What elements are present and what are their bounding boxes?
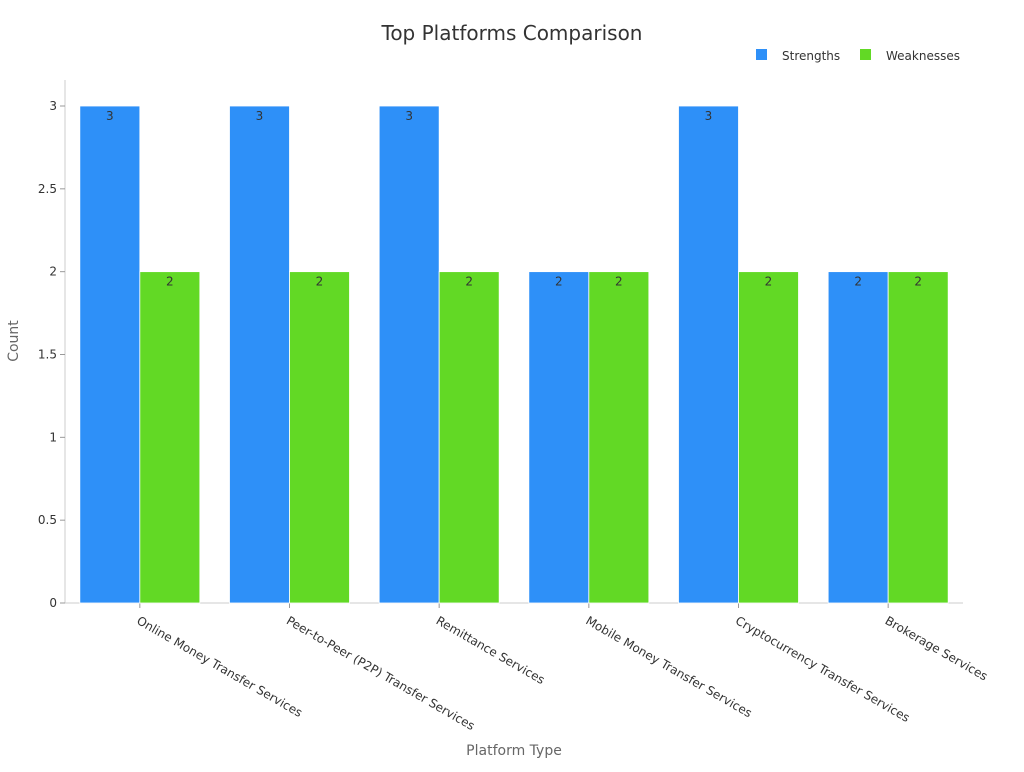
data-label: 2 <box>615 275 623 289</box>
bar-strengths <box>528 271 590 604</box>
data-label: 2 <box>316 275 324 289</box>
x-tick-label: Brokerage Services <box>883 613 990 683</box>
chart-title: Top Platforms Comparison <box>381 21 643 45</box>
bar-weaknesses <box>588 271 650 604</box>
data-label: 3 <box>705 109 713 123</box>
y-tick-label: 1 <box>49 430 57 444</box>
y-tick-label: 0 <box>49 596 57 610</box>
data-label: 3 <box>405 109 413 123</box>
bar-weaknesses <box>289 271 350 604</box>
y-tick-label: 3 <box>49 99 57 113</box>
legend-swatch <box>756 49 767 60</box>
data-label: 3 <box>256 109 264 123</box>
legend-label: Strengths <box>782 49 840 63</box>
y-tick-label: 2 <box>49 265 57 279</box>
data-label: 3 <box>106 109 114 123</box>
bar-strengths <box>827 271 889 604</box>
bar-strengths <box>229 105 290 604</box>
legend-label: Weaknesses <box>886 49 960 63</box>
x-axis-label: Platform Type <box>466 743 562 759</box>
data-label: 2 <box>465 275 473 289</box>
bar-strengths <box>678 105 739 604</box>
y-tick-label: 0.5 <box>38 513 57 527</box>
bar-weaknesses <box>139 271 201 604</box>
x-tick-label: Remittance Services <box>434 613 548 687</box>
x-tick-label: Cryptocurrency Transfer Services <box>733 613 912 725</box>
y-tick-label: 1.5 <box>38 348 57 362</box>
legend: Strengths Weaknesses <box>756 49 960 63</box>
x-tick-label: Online Money Transfer Services <box>134 613 305 720</box>
data-label: 2 <box>555 275 563 289</box>
bar-strengths <box>79 105 141 604</box>
bar-weaknesses <box>887 271 949 604</box>
data-label: 2 <box>166 275 174 289</box>
bar-weaknesses <box>738 271 799 604</box>
x-tick-label: Mobile Money Transfer Services <box>583 613 754 720</box>
bar-strengths <box>378 105 440 604</box>
y-axis-label: Count <box>6 320 22 362</box>
bars: 3 2 3 2 3 2 2 2 3 2 2 2 <box>79 105 949 604</box>
legend-swatch <box>860 49 871 60</box>
data-label: 2 <box>765 275 773 289</box>
data-label: 2 <box>854 275 862 289</box>
data-label: 2 <box>914 275 922 289</box>
bar-weaknesses <box>438 271 500 604</box>
y-tick-label: 2.5 <box>38 182 57 196</box>
